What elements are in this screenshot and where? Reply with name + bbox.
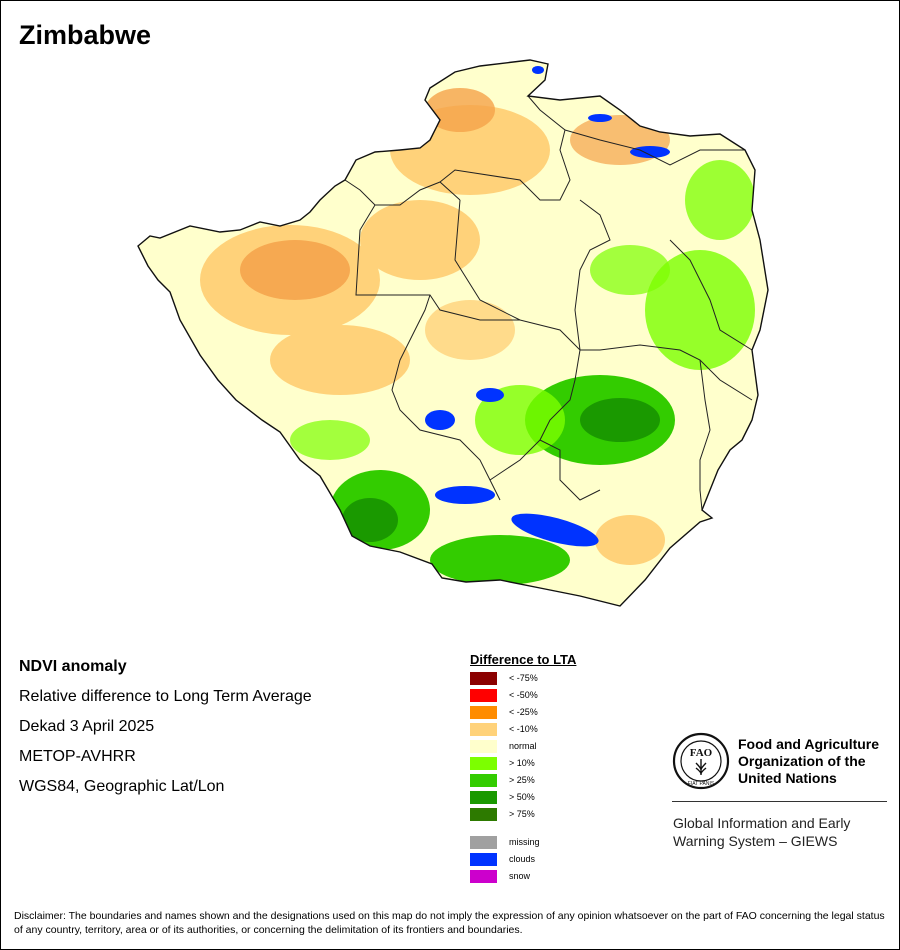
clouds-south [511, 513, 599, 547]
anomaly-wet-south [430, 535, 570, 585]
anomaly-dry-west-core [240, 240, 350, 300]
anomaly-dry-center [360, 200, 480, 280]
giews-name: Global Information and Early Warning Sys… [673, 814, 888, 850]
fao-name-line3: United Nations [738, 770, 837, 786]
legend-swatch [470, 740, 497, 753]
legend-title: Difference to LTA [470, 652, 577, 667]
fao-name: Food and Agriculture Organization of the… [738, 736, 898, 787]
anomaly-wet-east [645, 250, 755, 370]
clouds-far-north [532, 66, 544, 74]
anomaly-wet-center [475, 385, 565, 455]
legend-swatch [470, 853, 497, 866]
legend-swatch [470, 757, 497, 770]
fao-logo: FAO FIAT PANIS [672, 732, 730, 790]
legend-swatch [470, 706, 497, 719]
anomaly-wet-northeast [685, 160, 755, 240]
legend-label: clouds [509, 854, 536, 864]
legend-swatch [470, 808, 497, 821]
product-description: Relative difference to Long Term Average [19, 688, 312, 705]
legend-label: > 50% [509, 792, 535, 802]
clouds-central-west [425, 410, 455, 430]
sensor: METOP-AVHRR [19, 748, 136, 765]
legend-label: < -25% [509, 707, 538, 717]
svg-text:FIAT PANIS: FIAT PANIS [688, 781, 715, 787]
legend-label: > 25% [509, 775, 535, 785]
fao-name-line2: Organization of the [738, 753, 866, 769]
province-boundaries [344, 95, 753, 511]
boundary-central-b [454, 199, 521, 321]
projection: WGS84, Geographic Lat/Lon [19, 778, 225, 795]
anomaly-wet-southwest-core [342, 498, 398, 542]
boundary-south-a [489, 439, 601, 501]
anomaly-dry-south [595, 515, 665, 565]
legend-label: missing [509, 837, 540, 847]
legend-swatch [470, 774, 497, 787]
legend-label: > 10% [509, 758, 535, 768]
legend-label: < -75% [509, 673, 538, 683]
ndvi-anomaly-map [137, 59, 769, 607]
giews-line1: Global Information and Early [673, 815, 851, 831]
clouds-north [588, 114, 612, 122]
anomaly-wet-west [290, 420, 370, 460]
legend-label: snow [509, 871, 531, 881]
clouds-southwest [435, 486, 495, 504]
legend-swatch [470, 723, 497, 736]
map-title: Zimbabwe [19, 20, 152, 50]
legend-swatch [470, 791, 497, 804]
boundary-east-lower [669, 239, 753, 351]
boundary-east [564, 129, 745, 166]
anomaly-wet-north-central [590, 245, 670, 295]
clouds-midlands [476, 388, 504, 402]
legend-swatch [470, 672, 497, 685]
boundary-manica [699, 359, 711, 511]
anomaly-dry-central-west [270, 325, 410, 395]
legend-swatch [470, 870, 497, 883]
legend-swatch [470, 689, 497, 702]
boundary-north-central [439, 95, 571, 201]
clouds-northeast [630, 146, 670, 158]
anomaly-dry-north-core [425, 88, 495, 132]
period: Dekad 3 April 2025 [19, 718, 155, 735]
anomaly-dry-midlands [425, 300, 515, 360]
anomaly-wet-southeast-core [580, 398, 660, 442]
product-name: NDVI anomaly [19, 658, 127, 675]
legend-label: > 75% [509, 809, 535, 819]
disclaimer: Disclaimer: The boundaries and names sho… [14, 910, 885, 936]
legend-label: normal [509, 741, 537, 751]
giews-line2: Warning System – GIEWS [673, 833, 838, 849]
legend-swatch [470, 836, 497, 849]
legend-label: < -50% [509, 690, 538, 700]
boundary-midlands [391, 294, 501, 501]
svg-text:FAO: FAO [690, 747, 713, 759]
legend-label: < -10% [509, 724, 538, 734]
boundary-harare [574, 199, 611, 351]
boundary-south-b [539, 349, 581, 441]
boundary-central-a [355, 204, 753, 401]
fao-divider [672, 801, 887, 802]
fao-name-line1: Food and Agriculture [738, 736, 880, 752]
